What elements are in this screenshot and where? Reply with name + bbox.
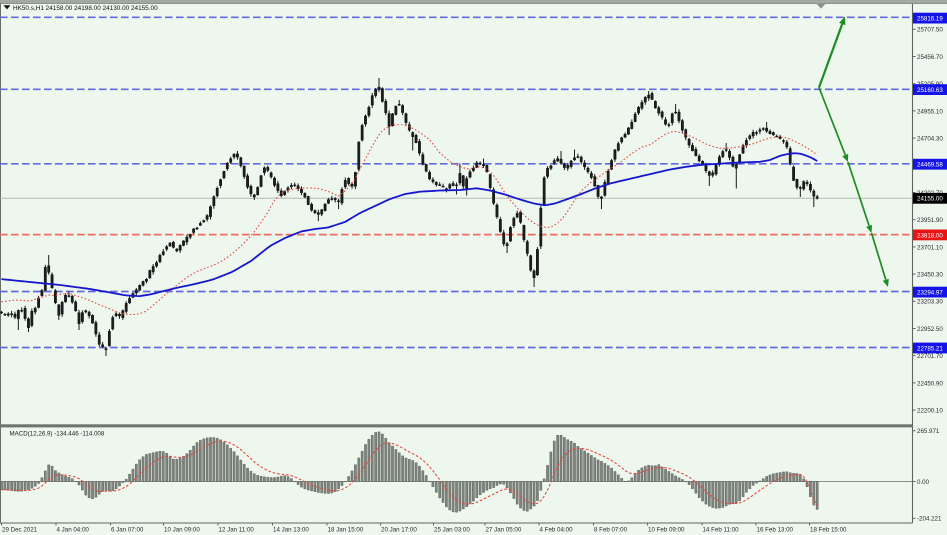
- svg-text:20 Jan 17:00: 20 Jan 17:00: [381, 526, 417, 533]
- svg-text:HK50.s,H1 24158.00 24198.00 2: HK50.s,H1 24158.00 24198.00 24130.00 241…: [13, 5, 158, 12]
- svg-text:25456.70: 25456.70: [917, 54, 943, 61]
- svg-text:23450.30: 23450.30: [917, 272, 943, 279]
- svg-text:25160.63: 25160.63: [917, 87, 943, 94]
- svg-text:6 Jan 07:00: 6 Jan 07:00: [111, 526, 144, 533]
- svg-text:29 Dec 2021: 29 Dec 2021: [2, 526, 38, 533]
- svg-text:22952.50: 22952.50: [917, 326, 943, 333]
- svg-text:27 Jan 05:00: 27 Jan 05:00: [486, 526, 522, 533]
- svg-text:265.971: 265.971: [917, 428, 940, 435]
- svg-text:MACD(12,26,9) -134.446 -114.00: MACD(12,26,9) -134.446 -114.008: [10, 431, 105, 438]
- svg-text:18 Feb 15:00: 18 Feb 15:00: [810, 526, 847, 533]
- svg-text:22200.10: 22200.10: [917, 408, 943, 415]
- svg-text:4 Feb 04:00: 4 Feb 04:00: [540, 526, 574, 533]
- svg-text:25707.50: 25707.50: [917, 27, 943, 34]
- svg-text:25 Jan 03:00: 25 Jan 03:00: [434, 526, 470, 533]
- svg-text:22701.70: 22701.70: [917, 353, 943, 360]
- svg-text:10 Jan 09:00: 10 Jan 09:00: [164, 526, 200, 533]
- svg-text:4 Jan 04:00: 4 Jan 04:00: [57, 526, 90, 533]
- svg-text:24155.00: 24155.00: [917, 196, 943, 203]
- svg-text:14 Jan 13:00: 14 Jan 13:00: [273, 526, 309, 533]
- svg-text:22450.90: 22450.90: [917, 380, 943, 387]
- svg-text:23294.97: 23294.97: [917, 290, 943, 297]
- svg-text:23818.00: 23818.00: [917, 232, 943, 239]
- svg-text:-204.221: -204.221: [917, 516, 942, 523]
- svg-text:8 Feb 07:00: 8 Feb 07:00: [594, 526, 628, 533]
- svg-text:12 Jan 11:00: 12 Jan 11:00: [219, 526, 255, 533]
- svg-text:22785.21: 22785.21: [917, 345, 943, 352]
- svg-text:24469.58: 24469.58: [917, 162, 943, 169]
- svg-text:23951.90: 23951.90: [917, 217, 943, 224]
- svg-text:24955.10: 24955.10: [917, 108, 943, 115]
- svg-text:16 Feb 13:00: 16 Feb 13:00: [757, 526, 794, 533]
- svg-text:25816.19: 25816.19: [917, 16, 943, 23]
- svg-text:10 Feb 09:00: 10 Feb 09:00: [648, 526, 685, 533]
- svg-text:23701.10: 23701.10: [917, 244, 943, 251]
- svg-text:14 Feb 11:00: 14 Feb 11:00: [703, 526, 740, 533]
- svg-text:24704.30: 24704.30: [917, 136, 943, 143]
- svg-text:23203.30: 23203.30: [917, 299, 943, 306]
- svg-text:18 Jan 15:00: 18 Jan 15:00: [328, 526, 364, 533]
- svg-text:0.00: 0.00: [917, 479, 930, 486]
